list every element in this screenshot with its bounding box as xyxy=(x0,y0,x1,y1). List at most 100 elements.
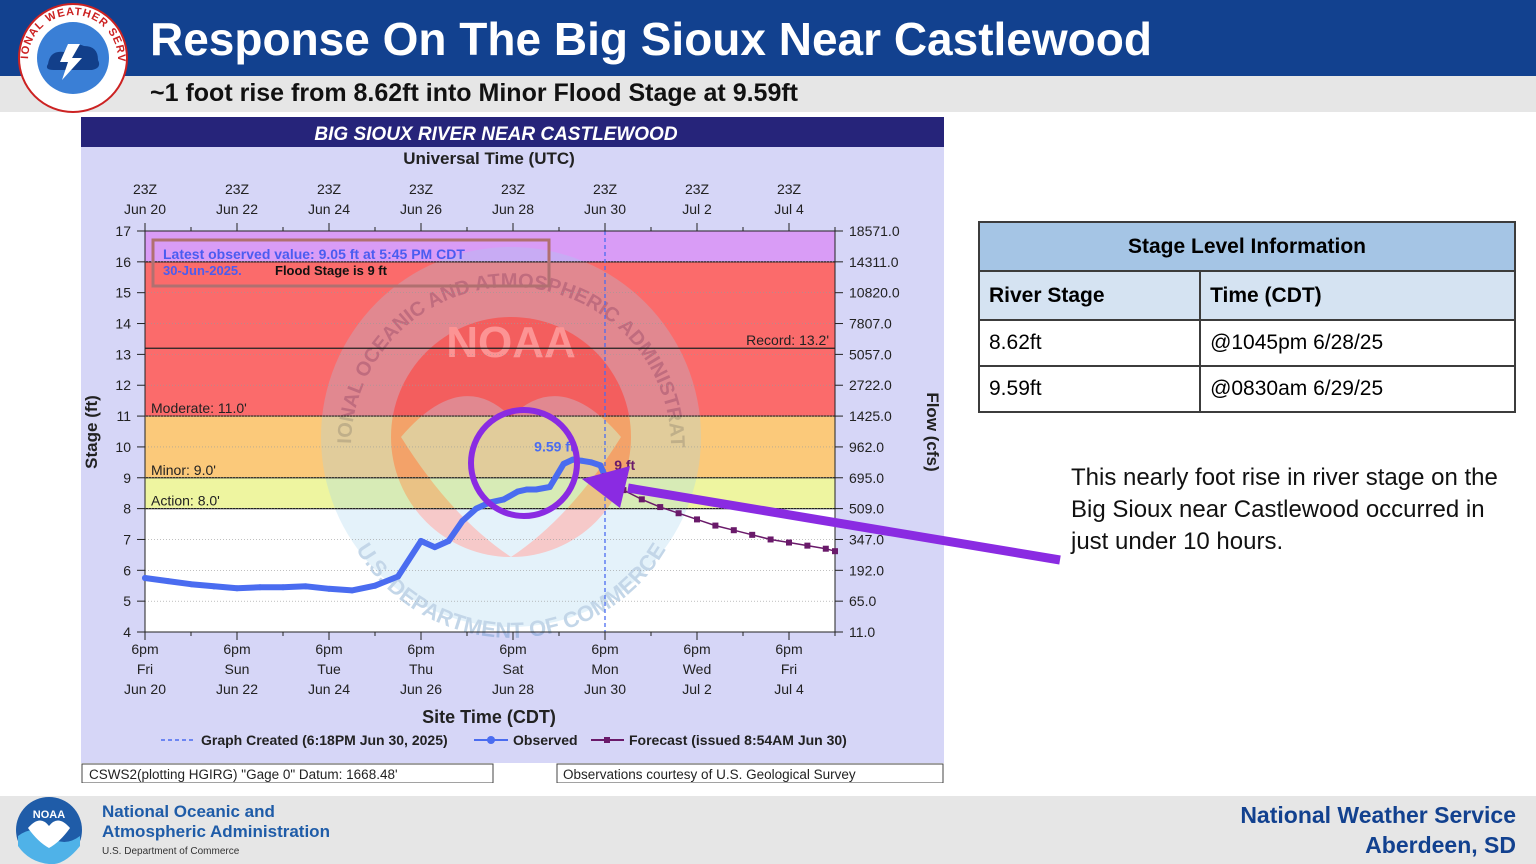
flood-stage-note: Flood Stage is 9 ft xyxy=(275,263,388,278)
y-tick-label: 11 xyxy=(116,408,131,424)
noaa-logo-icon: NOAA xyxy=(16,797,82,864)
flow-tick-label: 1425.0 xyxy=(849,408,892,424)
top-axis-label: Universal Time (UTC) xyxy=(403,149,575,168)
x-tick-label: Fri xyxy=(137,661,153,677)
top-tick-label: 23Z xyxy=(685,181,710,197)
legend-observed: Observed xyxy=(513,732,578,748)
x-tick-label: 6pm xyxy=(223,641,250,657)
x-tick-label: Jun 28 xyxy=(492,681,534,697)
nws-location: Aberdeen, SD xyxy=(1365,832,1516,858)
observed-point xyxy=(588,459,595,466)
forecast-point xyxy=(657,504,664,511)
y-tick-label: 10 xyxy=(115,439,131,455)
x-tick-label: 6pm xyxy=(775,641,802,657)
flow-tick-label: 14311.0 xyxy=(849,254,899,270)
header-bar: Response On The Big Sioux Near Castlewoo… xyxy=(0,0,1536,76)
x-tick-label: 6pm xyxy=(499,641,526,657)
flow-tick-label: 347.0 xyxy=(849,531,884,547)
observed-point xyxy=(142,575,148,582)
flow-tick-label: 11.0 xyxy=(849,624,875,640)
table-header-stage: River Stage xyxy=(977,270,1202,321)
y-tick-label: 6 xyxy=(123,562,131,578)
forecast-point xyxy=(675,510,682,517)
observed-point xyxy=(569,456,576,463)
top-tick-label: 23Z xyxy=(501,181,526,197)
observed-point xyxy=(431,544,438,551)
noaa-logo-text: NOAA xyxy=(33,809,65,821)
observed-point xyxy=(165,578,171,585)
watermark-noaa-text: NOAA xyxy=(446,318,576,367)
subtitle-bar: ~1 foot rise from 8.62ft into Minor Floo… xyxy=(0,76,1536,112)
top-tick-label: Jul 4 xyxy=(774,201,804,217)
observed-point xyxy=(372,582,378,589)
y-tick-label: 4 xyxy=(123,624,131,640)
observed-point xyxy=(546,484,553,491)
page-title: Response On The Big Sioux Near Castlewoo… xyxy=(150,13,1152,65)
observed-point xyxy=(473,505,480,512)
forecast-point xyxy=(638,496,645,503)
table-cell: 9.59ft xyxy=(977,365,1202,413)
top-tick-label: 23Z xyxy=(593,181,618,197)
observed-point xyxy=(445,538,452,545)
observed-point xyxy=(523,486,530,493)
forecast-point xyxy=(786,539,792,546)
footer-bar xyxy=(0,796,1536,864)
x-tick-label: Sun xyxy=(225,661,250,677)
observed-point xyxy=(257,584,263,591)
flow-tick-label: 18571.0 xyxy=(849,223,900,239)
x-tick-label: Jun 24 xyxy=(308,681,350,697)
y-tick-label: 7 xyxy=(123,531,131,547)
noaa-dept: U.S. Department of Commerce xyxy=(102,846,240,857)
observed-point xyxy=(280,584,286,591)
x-tick-label: Sat xyxy=(502,661,523,677)
y-axis-label: Stage (ft) xyxy=(82,395,101,469)
x-tick-label: Fri xyxy=(781,661,797,677)
flow-tick-label: 192.0 xyxy=(849,562,884,578)
legend-forecast-marker xyxy=(604,737,610,743)
legend-created: Graph Created (6:18PM Jun 30, 2025) xyxy=(201,732,448,748)
observed-point xyxy=(395,573,401,580)
chart-legend: Site Time (CDT) Graph Created (6:18PM Ju… xyxy=(161,707,847,748)
x-tick-label: 6pm xyxy=(315,641,342,657)
usgs-box xyxy=(556,763,944,783)
threshold-label: Minor: 9.0' xyxy=(151,462,216,478)
table-row: 8.62ft @1045pm 6/28/25 xyxy=(977,319,1516,367)
y2-axis-label: Flow (cfs) xyxy=(923,392,942,471)
observed-point xyxy=(560,460,567,467)
observed-point xyxy=(326,585,332,592)
x-tick-label: 6pm xyxy=(131,641,158,657)
legend-forecast: Forecast (issued 8:54AM Jun 30) xyxy=(629,732,847,748)
observed-point xyxy=(597,462,604,469)
table-cell: @1045pm 6/28/25 xyxy=(1199,319,1516,367)
chart-title-bar xyxy=(81,117,944,147)
nws-seal-icon: NATIONAL WEATHER SERVICE xyxy=(10,2,128,113)
table-cell: @0830am 6/29/25 xyxy=(1199,365,1516,413)
usgs-note: Observations courtesy of U.S. Geological… xyxy=(563,767,856,782)
observed-point xyxy=(500,496,507,503)
observed-point xyxy=(459,517,466,524)
table-header-time: Time (CDT) xyxy=(1199,270,1516,321)
top-tick-label: 23Z xyxy=(409,181,434,197)
x-tick-label: Mon xyxy=(591,661,618,677)
top-tick-label: Jun 22 xyxy=(216,201,258,217)
forecast-point xyxy=(712,522,719,529)
plot-frame xyxy=(144,230,836,633)
flow-tick-label: 5057.0 xyxy=(849,346,892,362)
noaa-name-line2: Atmospheric Administration xyxy=(102,822,330,841)
noaa-name: National Oceanic and Atmospheric Adminis… xyxy=(102,802,330,842)
observed-point xyxy=(533,486,539,493)
x-tick-label: 6pm xyxy=(407,641,434,657)
forecast-point xyxy=(804,542,811,549)
forecast-point xyxy=(730,527,737,534)
observed-point xyxy=(303,583,309,590)
y-tick-label: 8 xyxy=(123,501,131,517)
x-tick-label: 6pm xyxy=(591,641,618,657)
forecast-point xyxy=(767,536,774,543)
top-tick-label: 23Z xyxy=(133,181,158,197)
forecast-point xyxy=(749,531,756,538)
observed-point xyxy=(234,585,240,592)
flow-tick-label: 10820.0 xyxy=(849,285,900,301)
y-tick-label: 12 xyxy=(115,377,131,393)
x-tick-label: Thu xyxy=(409,661,433,677)
top-tick-label: Jun 26 xyxy=(400,201,442,217)
